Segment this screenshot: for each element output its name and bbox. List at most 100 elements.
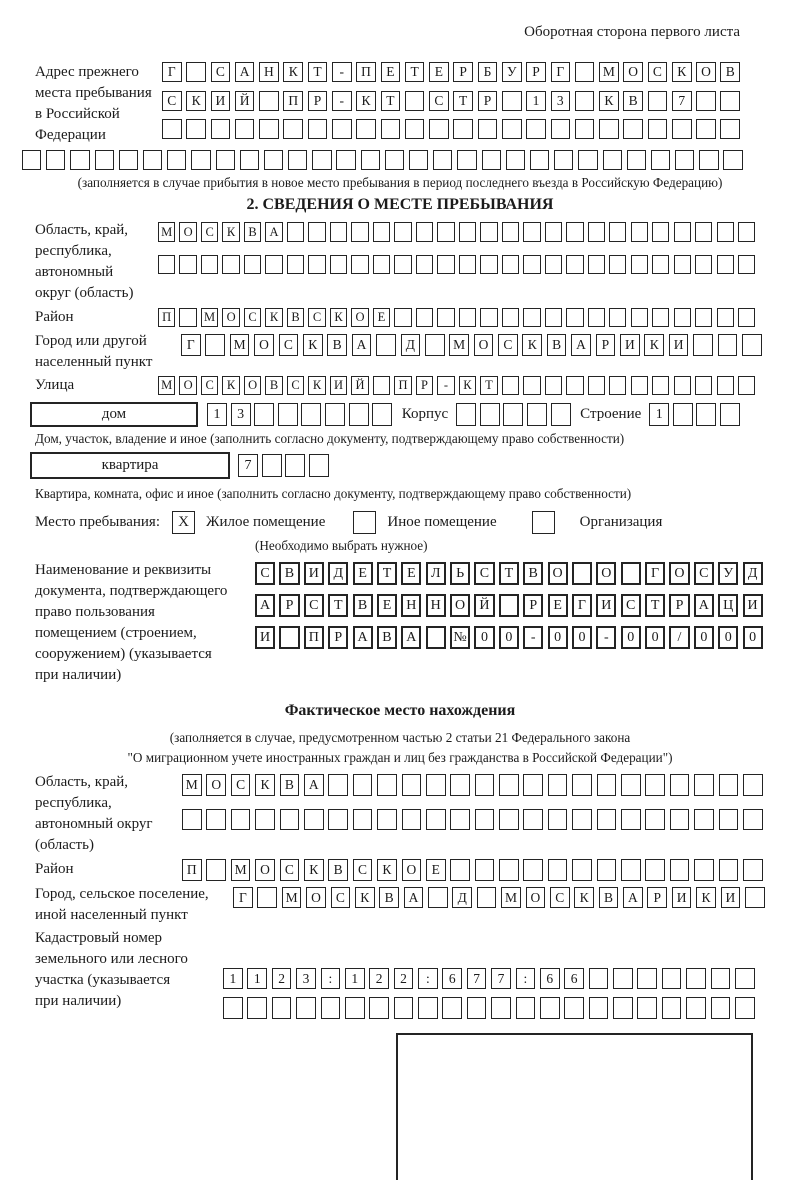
char-box[interactable] xyxy=(458,307,477,328)
document-row-3[interactable]: И П Р А В А № 0 0-0 0-0 0/0 0 0 xyxy=(255,626,767,649)
char-box[interactable] xyxy=(259,119,279,139)
other-premises-checkbox[interactable] xyxy=(353,511,377,534)
char-box[interactable] xyxy=(234,119,255,139)
char-box[interactable] xyxy=(686,997,706,1019)
char-box[interactable] xyxy=(394,307,412,328)
char-box[interactable] xyxy=(574,119,595,139)
char-box[interactable]: А xyxy=(403,886,424,908)
char-box[interactable]: О xyxy=(179,375,197,396)
char-box[interactable]: Е xyxy=(425,859,446,881)
char-box[interactable]: С xyxy=(230,774,251,796)
char-box[interactable]: О xyxy=(255,859,275,881)
char-box[interactable] xyxy=(621,774,641,796)
char-box[interactable]: 7 xyxy=(466,967,487,989)
char-box[interactable]: О xyxy=(243,375,262,396)
char-box[interactable]: А xyxy=(303,774,324,796)
char-box[interactable]: 6 xyxy=(564,967,584,989)
char-box[interactable]: Т xyxy=(645,594,666,617)
char-box[interactable]: О xyxy=(222,307,240,328)
char-box[interactable] xyxy=(699,150,719,170)
char-box[interactable]: П xyxy=(394,375,412,396)
char-box[interactable] xyxy=(710,967,731,989)
char-box[interactable] xyxy=(481,150,501,170)
char-box[interactable] xyxy=(344,997,365,1019)
char-box[interactable]: У xyxy=(501,62,522,82)
char-box[interactable]: 2 xyxy=(271,967,292,989)
char-box[interactable] xyxy=(206,859,226,881)
char-box[interactable]: № xyxy=(450,626,471,649)
char-box[interactable] xyxy=(566,222,584,242)
char-box[interactable] xyxy=(626,150,646,170)
char-box[interactable] xyxy=(285,454,306,477)
char-box[interactable]: Д xyxy=(452,886,473,908)
char-box[interactable]: В xyxy=(523,562,544,585)
char-box[interactable] xyxy=(523,254,541,274)
char-box[interactable]: А xyxy=(255,594,276,617)
organization-checkbox[interactable] xyxy=(531,511,555,534)
char-box[interactable]: П xyxy=(283,90,303,111)
char-box[interactable] xyxy=(308,222,326,242)
char-box[interactable] xyxy=(734,967,755,989)
char-box[interactable] xyxy=(265,254,283,274)
char-box[interactable] xyxy=(544,254,563,274)
char-box[interactable] xyxy=(351,254,369,274)
char-box[interactable]: С xyxy=(549,886,570,908)
char-box[interactable] xyxy=(458,222,477,242)
char-box[interactable] xyxy=(630,307,648,328)
char-box[interactable] xyxy=(480,307,498,328)
char-box[interactable] xyxy=(456,403,477,426)
char-box[interactable]: : xyxy=(515,967,536,989)
char-box[interactable] xyxy=(587,307,605,328)
char-box[interactable] xyxy=(312,150,332,170)
char-box[interactable] xyxy=(372,375,391,396)
char-box[interactable] xyxy=(415,222,434,242)
char-box[interactable]: С xyxy=(210,62,231,82)
char-box[interactable] xyxy=(599,119,619,139)
char-box[interactable] xyxy=(526,119,546,139)
char-box[interactable]: 1 xyxy=(344,967,365,989)
char-box[interactable]: 6 xyxy=(442,967,463,989)
char-box[interactable]: Е xyxy=(376,594,398,617)
char-box[interactable]: Б xyxy=(477,62,498,82)
char-box[interactable] xyxy=(200,254,219,274)
char-box[interactable]: К xyxy=(303,859,324,881)
char-box[interactable] xyxy=(673,254,691,274)
char-box[interactable] xyxy=(429,119,449,139)
char-box[interactable]: П xyxy=(182,859,202,881)
char-box[interactable] xyxy=(404,90,425,111)
char-box[interactable]: Л xyxy=(425,562,446,585)
char-box[interactable]: 1 xyxy=(526,90,546,111)
char-box[interactable]: А xyxy=(234,62,255,82)
char-box[interactable] xyxy=(215,150,235,170)
char-box[interactable]: К xyxy=(696,886,716,908)
char-box[interactable] xyxy=(437,254,455,274)
char-box[interactable] xyxy=(179,254,197,274)
char-box[interactable]: И xyxy=(620,334,640,356)
char-box[interactable] xyxy=(718,859,739,881)
char-box[interactable] xyxy=(206,808,226,830)
char-box[interactable]: 2 xyxy=(369,967,389,989)
char-box[interactable]: Н xyxy=(425,594,446,617)
char-box[interactable]: О xyxy=(206,774,226,796)
char-box[interactable]: Е xyxy=(547,594,568,617)
char-box[interactable] xyxy=(222,254,240,274)
char-box[interactable] xyxy=(673,375,691,396)
char-box[interactable]: 0 xyxy=(645,626,666,649)
char-box[interactable] xyxy=(694,808,714,830)
char-box[interactable] xyxy=(523,375,541,396)
char-box[interactable]: К xyxy=(354,886,375,908)
char-box[interactable]: И xyxy=(596,594,617,617)
char-box[interactable] xyxy=(243,254,262,274)
char-box[interactable] xyxy=(118,150,139,170)
char-box[interactable]: А xyxy=(352,626,373,649)
char-box[interactable] xyxy=(46,150,66,170)
char-box[interactable] xyxy=(734,997,755,1019)
char-box[interactable] xyxy=(501,375,520,396)
char-box[interactable] xyxy=(279,626,300,649)
char-box[interactable] xyxy=(186,62,206,82)
char-box[interactable]: 1 xyxy=(207,403,227,426)
char-box[interactable]: 1 xyxy=(223,967,243,989)
char-box[interactable] xyxy=(716,375,734,396)
